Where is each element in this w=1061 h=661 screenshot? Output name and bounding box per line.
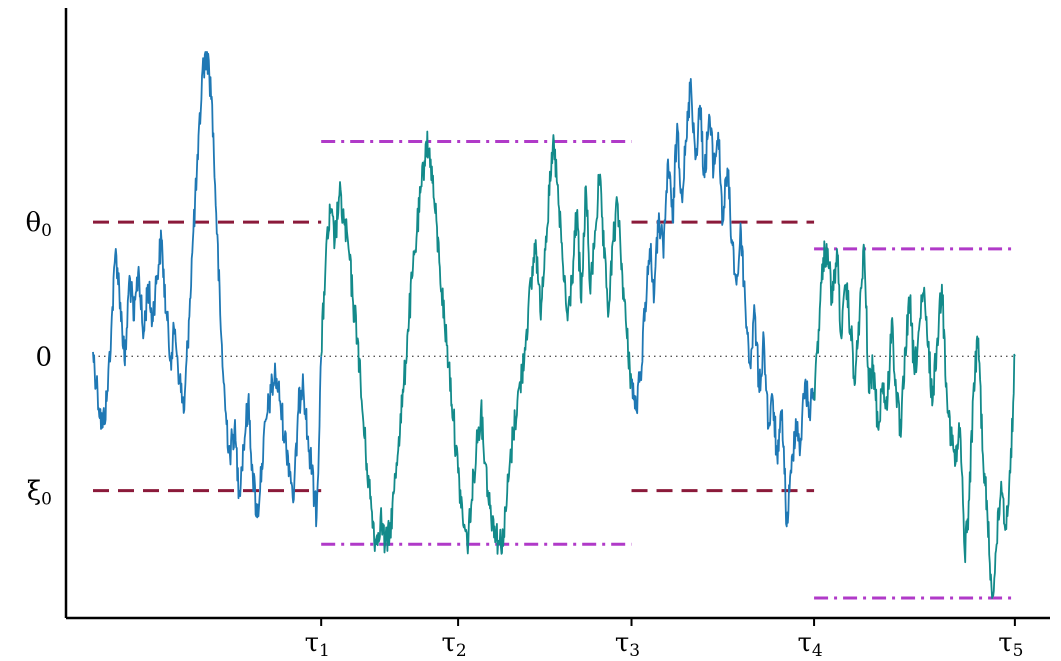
series-line-3 [630,78,815,528]
x-tick-label-3: τ4 [797,628,822,661]
x-tick-labels: τ1 τ2 τ3 τ4 τ5 [305,618,1023,661]
series-group [92,51,1016,599]
series-line-2 [320,130,633,555]
y-tick-labels: θ0 0 ξ0 [26,208,52,510]
y-tick-label-2: ξ0 [27,477,52,510]
reference-lines [93,140,1015,600]
x-tick-label-2: τ3 [615,628,640,661]
y-tick-label-0: θ0 [26,208,52,241]
x-tick-label-4: τ5 [998,628,1023,661]
x-tick-label-1: τ2 [441,628,466,661]
series-line-4 [813,240,1016,599]
y-tick-label-1: 0 [35,342,52,372]
series-line-1 [92,51,323,528]
x-tick-label-0: τ1 [305,628,330,661]
